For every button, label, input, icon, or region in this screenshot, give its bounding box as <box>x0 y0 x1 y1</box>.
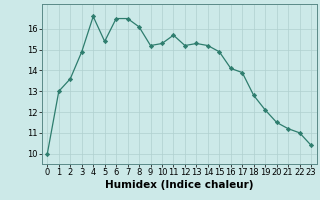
X-axis label: Humidex (Indice chaleur): Humidex (Indice chaleur) <box>105 180 253 190</box>
